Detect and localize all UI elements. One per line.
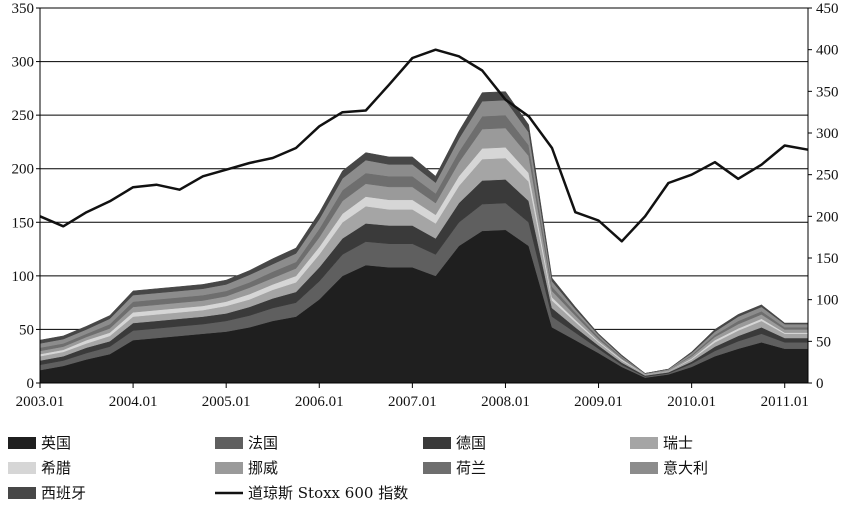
- tick-labels: 0 50 100 150 200 250 300 350 0 50 100 150 200 250 300 3…: [12, 1, 839, 410]
- legend-swatch: [8, 487, 36, 499]
- right-tick-label: 150: [816, 251, 839, 267]
- legend-item-1: 法国: [215, 434, 278, 452]
- left-tick-label: 50: [19, 322, 34, 338]
- legend-label: 英国: [41, 434, 71, 452]
- legend-label: 西班牙: [41, 484, 86, 502]
- x-tick-label: 2011.01: [761, 394, 809, 410]
- legend-swatch: [423, 462, 451, 474]
- x-tick-label: 2005.01: [202, 394, 251, 410]
- left-tick-label: 0: [27, 376, 35, 392]
- legend-item-5: 挪威: [215, 459, 278, 477]
- right-tick-label: 0: [816, 376, 824, 392]
- legend-item-4: 希腊: [8, 459, 71, 477]
- legend-item-3: 瑞士: [630, 434, 693, 452]
- x-tick-label: 2004.01: [109, 394, 158, 410]
- legend-label: 意大利: [663, 459, 708, 477]
- left-tick-label: 350: [12, 1, 35, 17]
- right-tick-label: 100: [816, 293, 839, 309]
- stacked-areas: [39, 91, 809, 384]
- legend-item-0: 英国: [8, 434, 71, 452]
- left-tick-label: 150: [12, 215, 35, 231]
- legend-item-2: 德国: [423, 434, 486, 452]
- legend-swatch: [630, 437, 658, 449]
- legend-label: 挪威: [248, 459, 278, 477]
- right-tick-label: 350: [816, 84, 839, 100]
- legend-swatch: [630, 462, 658, 474]
- right-tick-label: 250: [816, 168, 839, 184]
- x-tick-label: 2006.01: [295, 394, 344, 410]
- legend-item-8: 西班牙: [8, 484, 86, 502]
- plot-frame: [39, 7, 809, 384]
- right-tick-label: 300: [816, 126, 839, 142]
- legend-item-6: 荷兰: [423, 459, 486, 477]
- legend-label: 荷兰: [456, 459, 486, 477]
- x-tick-label: 2003.01: [16, 394, 65, 410]
- legend-item-9: 道琼斯 Stoxx 600 指数: [215, 484, 408, 502]
- axes: [36, 7, 812, 388]
- stoxx-line-layer: [39, 48, 809, 243]
- left-tick-label: 200: [12, 162, 35, 178]
- right-tick-label: 200: [816, 209, 839, 225]
- stoxx-index-line: [39, 48, 809, 243]
- left-tick-label: 250: [12, 108, 35, 124]
- legend-label: 法国: [248, 434, 278, 452]
- legend-swatch: [8, 462, 36, 474]
- x-tick-label: 2008.01: [481, 394, 530, 410]
- left-tick-label: 300: [12, 55, 35, 71]
- legend-swatch: [215, 437, 243, 449]
- x-tick-label: 2010.01: [667, 394, 716, 410]
- right-tick-label: 50: [816, 334, 831, 350]
- right-tick-label: 450: [816, 1, 839, 17]
- legend-swatch: [215, 462, 243, 474]
- legend-label: 瑞士: [663, 434, 693, 452]
- legend-swatch: [8, 437, 36, 449]
- legend-label: 德国: [456, 434, 486, 452]
- left-tick-label: 100: [12, 269, 35, 285]
- legend-label: 道琼斯 Stoxx 600 指数: [248, 484, 408, 502]
- legend-item-7: 意大利: [630, 459, 708, 477]
- x-tick-label: 2009.01: [574, 394, 623, 410]
- right-tick-label: 400: [816, 43, 839, 59]
- x-tick-label: 2007.01: [388, 394, 437, 410]
- legend-swatch: [423, 437, 451, 449]
- legend-label: 希腊: [41, 459, 71, 477]
